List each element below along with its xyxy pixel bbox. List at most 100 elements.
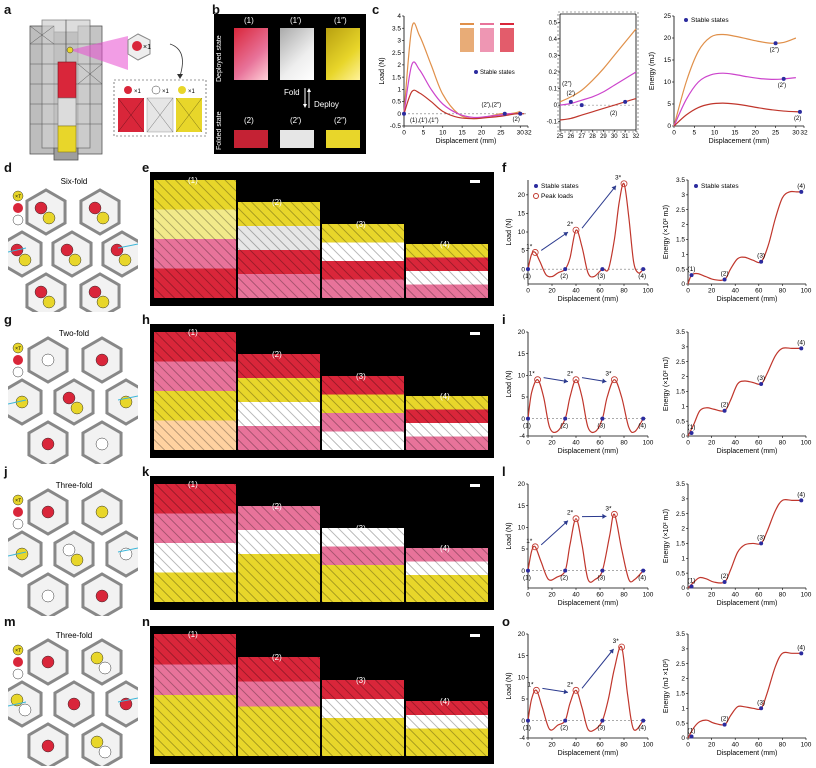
stable-label: (2) [721, 716, 729, 723]
panel-letter-a: a [4, 2, 12, 17]
x-tick-label: 80 [779, 288, 787, 295]
y-tick-label: -4 [519, 735, 525, 742]
x-tick-label: 20 [478, 130, 486, 137]
stack-label-3: (3) [356, 372, 366, 382]
stable-label: (3) [597, 725, 605, 732]
y-tick-label: 1 [681, 403, 685, 410]
legend-count: ×7 [15, 346, 21, 352]
y-tick-label: 5 [521, 394, 525, 401]
symmetry-line [117, 547, 138, 553]
stable-label: (2) [560, 725, 568, 732]
x-tick-label: 25 [557, 134, 564, 140]
legend-count: ×7 [15, 498, 21, 504]
stable-point [526, 718, 530, 723]
peak-arrowhead [602, 513, 607, 519]
y-tick-label: 2 [681, 676, 685, 683]
stable-point [689, 584, 694, 589]
y-axis-label: Energy (×10² mJ) [663, 357, 670, 411]
x-tick-label: 60 [596, 288, 604, 295]
x-tick-label: 28 [589, 134, 596, 140]
peak-label: 2* [567, 371, 574, 378]
legend-count: ×7 [15, 648, 21, 654]
hex-unit [67, 697, 81, 711]
panel-letter-o: o [502, 614, 510, 629]
y-tick-label: 0 [681, 433, 685, 440]
x-tick-label: 80 [779, 742, 787, 749]
x-tick-label: 40 [732, 592, 740, 599]
x-tick-label: 26 [568, 134, 575, 140]
legend-yellow [12, 644, 24, 656]
panel-letter-f: f [502, 160, 507, 175]
x-tick-label: 20 [708, 592, 716, 599]
stable-point [600, 416, 605, 421]
panel-letter-l: l [502, 464, 506, 479]
hex-unit [34, 285, 48, 299]
y-tick-label: 2.5 [392, 50, 401, 57]
y-tick-label: 3.5 [392, 25, 401, 32]
lattice-stack-4 [406, 700, 488, 756]
peak-marker [534, 376, 541, 384]
deployed-unit-red [234, 28, 268, 80]
y-tick-label: 2.5 [676, 207, 685, 214]
chart-f-energy: 0 20 40 60 80 100 0 0.5 1 1.5 2 2.5 3 3.5 Displacement… [663, 177, 812, 303]
hex-cell [25, 188, 67, 236]
peak-marker [620, 180, 628, 188]
y-tick-label: -4 [519, 433, 525, 440]
x-tick-label: 80 [620, 440, 628, 447]
hex-unit [98, 661, 112, 675]
x-tick-label: 0 [526, 440, 530, 447]
stable-point [563, 267, 568, 272]
x-tick-label: 20 [708, 440, 716, 447]
x-axis-label: Displacement (mm) [717, 600, 778, 607]
hex-cell [81, 638, 123, 686]
legend-label: Peak loads [541, 193, 574, 200]
energy-curve [687, 190, 802, 285]
y-tick-label: 0 [554, 103, 558, 109]
x-axis-label: Displacement (mm) [436, 138, 497, 145]
hex-unit [110, 243, 124, 257]
lattice-stack-1 [154, 634, 236, 756]
x-tick-label: 20 [708, 742, 716, 749]
hex-unit [62, 391, 76, 405]
x-tick-label: 100 [801, 440, 812, 447]
peak-marker [572, 515, 580, 523]
legend-red [13, 507, 23, 517]
y-tick-label: 3.5 [676, 631, 685, 638]
stable-point [722, 722, 727, 727]
y-tick-label: 5 [521, 248, 525, 255]
peak-arrow [581, 648, 614, 689]
stable-point [799, 346, 804, 351]
x-tick-label: 0 [686, 592, 690, 599]
y-tick-label: 0 [397, 111, 401, 118]
stable-point [799, 189, 804, 194]
hex-unit [90, 651, 104, 665]
y-tick-label: 10 [518, 675, 526, 682]
y-tick-label: 3.5 [676, 329, 685, 336]
peak-label: 3* [605, 371, 612, 378]
stable-point [563, 568, 568, 573]
hex-unit [68, 253, 82, 267]
stack-label-3: (3) [356, 220, 366, 230]
stable-label: (1) [523, 273, 531, 280]
legend-white [12, 668, 24, 680]
chart-i-energy: 0 20 40 60 80 100 0 0.5 1 1.5 2 2.5 3 3.5 Displacement… [663, 329, 812, 455]
y-tick-label: 15 [518, 351, 526, 358]
stable-label: (1) [523, 575, 531, 582]
load-curve [527, 513, 644, 583]
y-tick-label: -0.5 [390, 123, 402, 130]
x-tick-label: 80 [620, 288, 628, 295]
x-tick-label: 100 [801, 742, 812, 749]
hex-unit [18, 703, 32, 717]
x-tick-label: 80 [620, 592, 628, 599]
y-tick-label: 2 [681, 526, 685, 533]
x-tick-label: 80 [779, 440, 787, 447]
hex-unit [42, 211, 56, 225]
x-tick-label: 0 [672, 130, 676, 137]
x-tick-label: 0 [686, 288, 690, 295]
y-tick-label: 0 [521, 416, 525, 423]
stable-point [781, 76, 786, 81]
y-tick-label: 10 [518, 373, 526, 380]
legend-marker [684, 18, 688, 22]
stack-label-3: (3) [356, 676, 366, 686]
